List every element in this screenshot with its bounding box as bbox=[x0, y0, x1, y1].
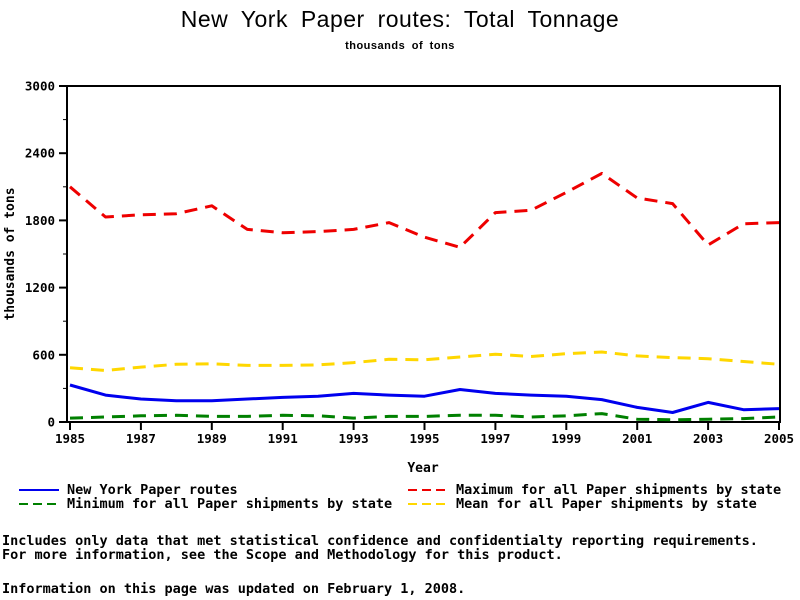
solid-line-sample-icon bbox=[19, 489, 59, 491]
series-line-maximum-for-all-paper-shipments-by-state bbox=[69, 171, 780, 249]
y-tick-label-2400: 2400 bbox=[25, 146, 55, 161]
y-tick-label-1200: 1200 bbox=[25, 280, 55, 295]
x-tick-label-1999: 1999 bbox=[551, 431, 581, 446]
x-tick-label-2001: 2001 bbox=[622, 431, 652, 446]
x-tick-label-2005: 2005 bbox=[764, 431, 794, 446]
footer-note-line-1: Includes only data that met statistical … bbox=[2, 533, 758, 549]
plot-frame bbox=[66, 85, 781, 423]
x-axis-title: Year bbox=[407, 461, 438, 476]
legend-item-maximum: Maximum for all Paper shipments by state bbox=[407, 483, 781, 497]
y-tick-label-600: 600 bbox=[32, 347, 55, 362]
x-tick-label-1991: 1991 bbox=[268, 431, 298, 446]
page-title: New York Paper routes: Total Tonnage bbox=[180, 6, 620, 32]
x-tick-label-2003: 2003 bbox=[693, 431, 723, 446]
legend-item-minimum: Minimum for all Paper shipments by state bbox=[18, 497, 392, 511]
x-tick-label-1993: 1993 bbox=[339, 431, 369, 446]
x-tick-label-1997: 1997 bbox=[480, 431, 510, 446]
dashed-line-sample-icon bbox=[408, 489, 448, 491]
legend-label: Maximum for all Paper shipments by state bbox=[456, 482, 782, 498]
series-line-new-york-paper-routes bbox=[69, 383, 780, 414]
y-tick-label-1800: 1800 bbox=[25, 213, 55, 228]
legend-label: Mean for all Paper shipments by state bbox=[456, 496, 757, 512]
x-tick-label-1985: 1985 bbox=[55, 431, 85, 446]
legend-label: Minimum for all Paper shipments by state bbox=[67, 496, 393, 512]
dashed-line-sample-icon bbox=[408, 503, 448, 505]
legend-column-right: Maximum for all Paper shipments by state… bbox=[407, 483, 781, 511]
series-line-minimum-for-all-paper-shipments-by-state bbox=[69, 412, 780, 422]
legend-label: New York Paper routes bbox=[67, 482, 238, 498]
page-subtitle: thousands of tons bbox=[345, 40, 455, 52]
footer-note-line-2: For more information, see the Scope and … bbox=[2, 547, 563, 563]
y-tick-label-3000: 3000 bbox=[25, 79, 55, 94]
legend: New York Paper routes Minimum for all Pa… bbox=[0, 483, 800, 513]
y-axis-title: thousands of tons bbox=[3, 187, 18, 320]
y-tick-label-0: 0 bbox=[47, 415, 55, 430]
legend-item-new-york-paper-routes: New York Paper routes bbox=[18, 483, 392, 497]
footer-updated-line: Information on this page was updated on … bbox=[2, 581, 466, 597]
x-tick-label-1995: 1995 bbox=[409, 431, 439, 446]
legend-item-mean: Mean for all Paper shipments by state bbox=[407, 497, 781, 511]
x-tick-label-1989: 1989 bbox=[197, 431, 227, 446]
series-line-mean-for-all-paper-shipments-by-state bbox=[69, 350, 780, 372]
x-tick-label-1987: 1987 bbox=[126, 431, 156, 446]
dashed-line-sample-icon bbox=[19, 503, 59, 505]
legend-column-left: New York Paper routes Minimum for all Pa… bbox=[18, 483, 392, 511]
